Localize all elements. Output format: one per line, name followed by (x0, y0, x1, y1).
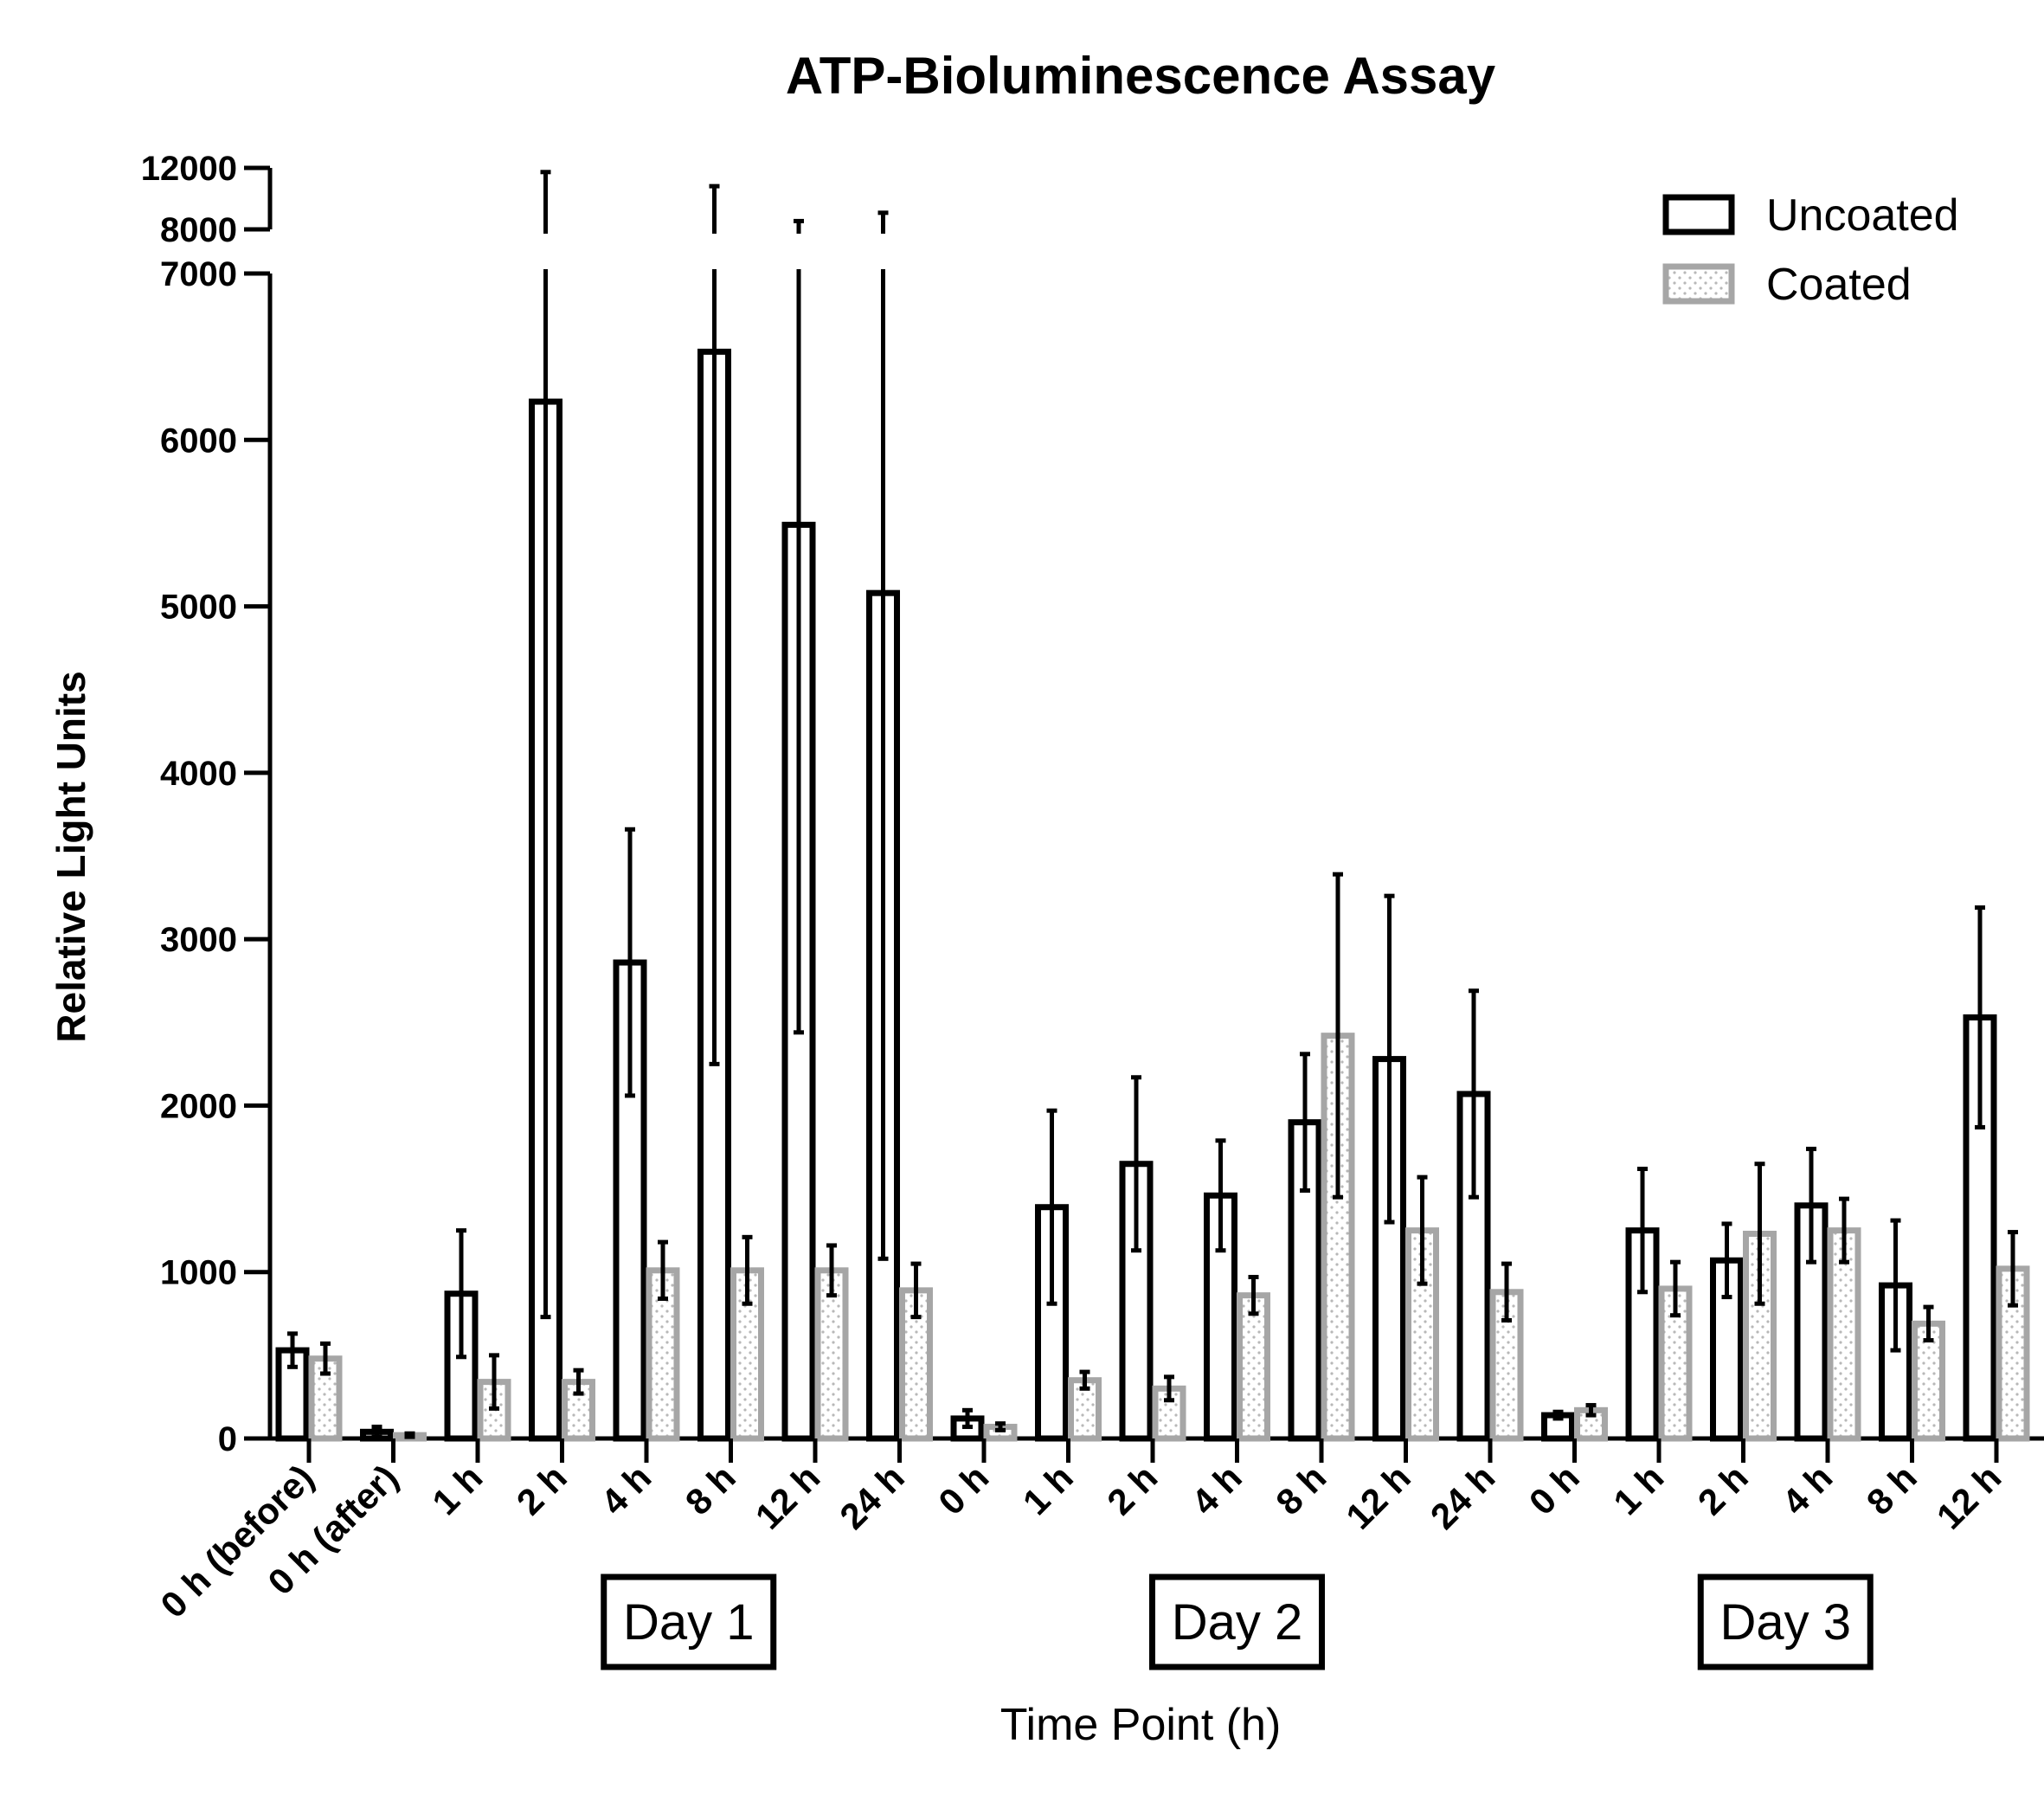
day-group-label: Day 3 (1719, 1594, 1851, 1651)
x-tick-label: 24 h (832, 1457, 912, 1537)
legend-swatch-uncoated (1662, 194, 1735, 235)
x-tick-label: 8 h (678, 1457, 743, 1522)
x-tick-label: 2 h (1690, 1457, 1756, 1522)
bar-coated (1912, 1320, 1945, 1442)
x-tick-label: 4 h (593, 1457, 659, 1522)
day-group-box (1697, 1574, 1874, 1670)
x-tick-label: 0 h (930, 1457, 996, 1522)
legend-swatch-coated (1662, 263, 1735, 305)
x-axis-label: Time Point (h) (1000, 1700, 1282, 1750)
x-tick-label: 0 h (1521, 1457, 1587, 1522)
y-tick-label: 2000 (160, 1087, 237, 1125)
y-tick-label: 6000 (160, 422, 237, 460)
y-tick-label: 7000 (160, 255, 237, 293)
x-tick-label: 12 h (1338, 1457, 1418, 1537)
x-tick-label: 8 h (1268, 1457, 1334, 1522)
x-tick-label: 8 h (1859, 1457, 1925, 1522)
day-group-box (601, 1574, 777, 1670)
x-tick-label: 24 h (1423, 1457, 1503, 1537)
legend-label-coated: Coated (1766, 260, 1912, 310)
y-tick-label: 4000 (160, 755, 237, 793)
bar-coated (730, 1267, 764, 1442)
y-tick-label: 0 (218, 1420, 237, 1458)
x-tick-label: 4 h (1184, 1457, 1250, 1522)
chart-title: ATP-Bioluminescence Assay (786, 47, 1496, 105)
bar-coated (1237, 1292, 1270, 1442)
x-tick-label: 2 h (1099, 1457, 1165, 1522)
y-tick-label: 3000 (160, 921, 237, 959)
x-tick-label: 2 h (509, 1457, 575, 1522)
day-group-box (1149, 1574, 1325, 1670)
y-tick-label: 8000 (160, 211, 237, 249)
x-tick-label: 1 h (1605, 1457, 1671, 1522)
x-tick-label: 4 h (1774, 1457, 1840, 1522)
y-tick-label: 12000 (141, 150, 237, 188)
y-axis-label: Relative Light Units (48, 671, 93, 1042)
legend-label-uncoated: Uncoated (1766, 190, 1959, 241)
y-tick-label: 1000 (160, 1254, 237, 1292)
day-group-label: Day 1 (623, 1594, 755, 1651)
bar-coated (814, 1267, 849, 1442)
y-tick-label: 5000 (160, 589, 237, 627)
x-tick-label: 1 h (424, 1457, 490, 1522)
x-tick-label: 12 h (748, 1457, 828, 1537)
x-tick-label: 1 h (1015, 1457, 1081, 1522)
x-tick-label: 12 h (1929, 1457, 2009, 1537)
day-group-label: Day 2 (1172, 1594, 1303, 1651)
